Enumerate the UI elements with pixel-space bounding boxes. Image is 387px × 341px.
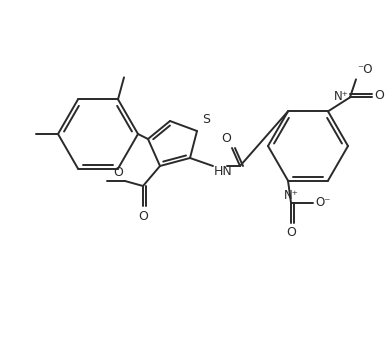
Text: O: O (138, 210, 148, 223)
Text: HN: HN (214, 165, 233, 178)
Text: O: O (374, 89, 384, 102)
Text: S: S (202, 113, 210, 126)
Text: O: O (221, 132, 231, 145)
Text: O: O (113, 166, 123, 179)
Text: O: O (286, 226, 296, 239)
Text: N⁺: N⁺ (284, 189, 298, 202)
Text: N⁺: N⁺ (334, 90, 349, 103)
Text: ⁻O: ⁻O (357, 63, 373, 76)
Text: O⁻: O⁻ (315, 196, 330, 209)
